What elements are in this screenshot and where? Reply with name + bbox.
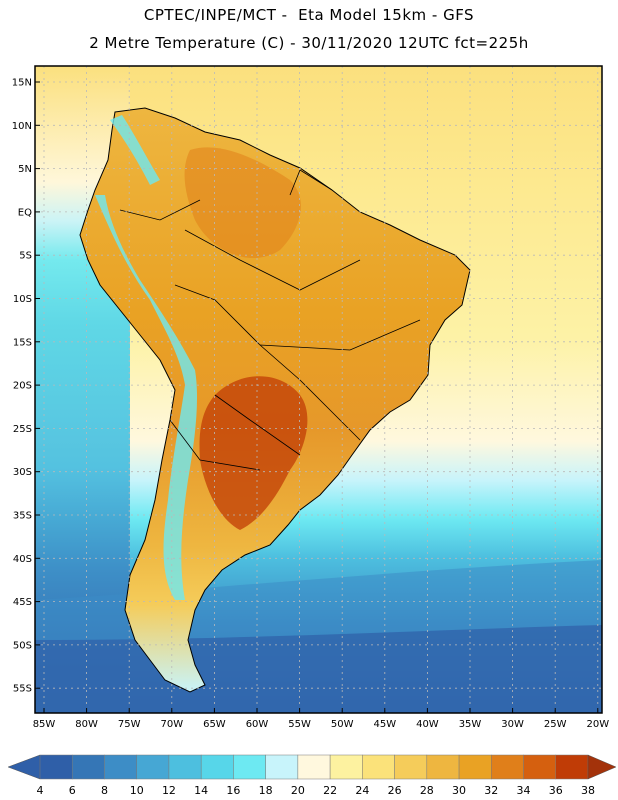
map-title-line-2: 2 Metre Temperature (C) - 30/11/2020 12U… (89, 34, 529, 52)
lon-tick-label: 65W (203, 719, 226, 730)
colorbar-low-arrow (7, 754, 41, 780)
lat-tick-label: 20S (13, 381, 32, 392)
lon-tick-label: 40W (416, 719, 439, 730)
colorbar-label: 22 (323, 784, 337, 797)
colorbar-label: 12 (162, 784, 176, 797)
colorbar-label: 4 (37, 784, 44, 797)
colorbar-bin (39, 754, 73, 780)
lon-tick-label: 25W (544, 719, 567, 730)
colorbar-label: 24 (355, 784, 369, 797)
colorbar-bin (265, 754, 299, 780)
colorbar-bin (329, 754, 363, 780)
colorbar-label: 8 (101, 784, 108, 797)
colorbar-high-arrow (587, 754, 617, 780)
latitude-axis: 15N 10N 5N EQ 5S 10S 15S 20S 25S 30S 35S 40S 45S 50S 5… (12, 78, 40, 695)
colorbar-label: 30 (452, 784, 466, 797)
colorbar-bin (458, 754, 492, 780)
colorbar-bin (136, 754, 170, 780)
map-frame (34, 65, 603, 714)
colorbar-bin (297, 754, 331, 780)
hot-core-area (199, 376, 308, 530)
lon-tick-label: 20W (586, 719, 609, 730)
lat-tick-label: 10S (13, 294, 32, 305)
colorbar-bin (394, 754, 428, 780)
colorbar-label: 18 (259, 784, 273, 797)
lat-tick-label: 15S (13, 337, 32, 348)
lat-tick-label: 15N (12, 78, 32, 89)
lon-tick-label: 45W (373, 719, 396, 730)
colorbar-bin (426, 754, 460, 780)
colorbar-label: 28 (420, 784, 434, 797)
colorbar-label: 26 (388, 784, 402, 797)
colorbar-label: 16 (226, 784, 240, 797)
lon-tick-label: 70W (160, 719, 183, 730)
colorbar: 4 6 8 10 12 14 16 18 20 22 24 26 28 30 32 34 36 38 (7, 754, 617, 797)
lon-tick-label: 60W (246, 719, 269, 730)
colorbar-bin (233, 754, 266, 780)
colorbar-label: 34 (517, 784, 531, 797)
lon-tick-label: 30W (501, 719, 524, 730)
colorbar-bin (491, 754, 524, 780)
colorbar-bin (168, 754, 202, 780)
lat-tick-label: 40S (13, 554, 32, 565)
lat-tick-label: 10N (12, 121, 32, 132)
colorbar-bin (362, 754, 395, 780)
colorbar-label: 14 (194, 784, 208, 797)
lat-tick-label: EQ (18, 207, 32, 218)
lat-tick-label: 50S (13, 640, 32, 651)
warm-area-north (184, 147, 301, 259)
lat-tick-label: 45S (13, 597, 32, 608)
lat-tick-label: 30S (13, 467, 32, 478)
colorbar-bin (523, 754, 557, 780)
lat-tick-label: 25S (13, 424, 32, 435)
graticule (35, 66, 602, 713)
colorbar-label: 38 (581, 784, 595, 797)
country-borders (119, 169, 421, 471)
lon-tick-label: 55W (288, 719, 311, 730)
lon-tick-label: 80W (75, 719, 98, 730)
lat-tick-label: 55S (13, 684, 32, 695)
lon-tick-label: 35W (459, 719, 482, 730)
colorbar-bin (200, 754, 234, 780)
colorbar-bin (104, 754, 137, 780)
map-title-line-1: CPTEC/INPE/MCT - Eta Model 15km - GFS (143, 6, 475, 24)
colorbar-label: 32 (484, 784, 498, 797)
northern-andes-strip (110, 115, 160, 185)
colorbar-label: 20 (291, 784, 305, 797)
lon-tick-label: 50W (331, 719, 354, 730)
lat-tick-label: 5N (18, 164, 32, 175)
lat-tick-label: 35S (13, 511, 32, 522)
colorbar-bin (555, 754, 589, 780)
colorbar-label: 6 (69, 784, 76, 797)
colorbar-bin (71, 754, 105, 780)
lat-tick-label: 5S (19, 251, 32, 262)
lon-tick-label: 75W (118, 719, 141, 730)
colorbar-label: 36 (549, 784, 563, 797)
longitude-axis: 85W 80W 75W 70W 65W 60W 55W 50W 45W 40W 35W 30W 25W 2… (33, 708, 609, 730)
map-area (35, 66, 602, 713)
colorbar-label: 10 (130, 784, 144, 797)
lon-tick-label: 85W (33, 719, 56, 730)
